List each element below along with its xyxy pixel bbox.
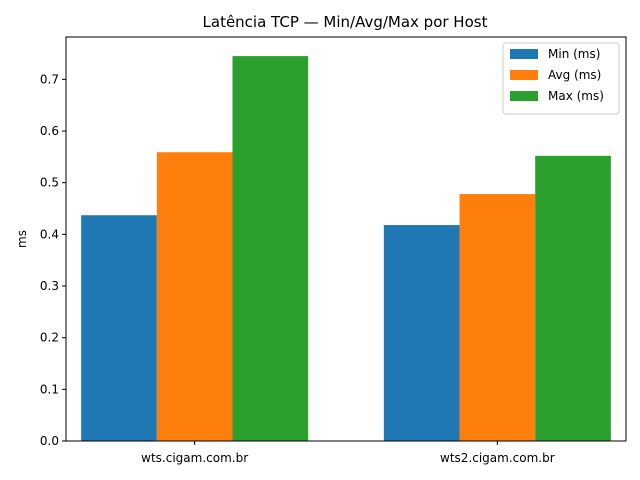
- x-tick-label: wts2.cigam.com.br: [440, 451, 555, 465]
- y-tick-label: 0.4: [40, 227, 59, 241]
- legend-label: Avg (ms): [548, 68, 601, 82]
- legend-swatch: [510, 91, 538, 101]
- y-tick-label: 0.6: [40, 124, 59, 138]
- y-tick-label: 0.2: [40, 331, 59, 345]
- x-tick-label: wts.cigam.com.br: [141, 451, 248, 465]
- bar-3-1: [232, 56, 309, 442]
- legend-swatch: [510, 70, 538, 80]
- y-tick-label: 0.5: [40, 176, 59, 190]
- bar-2-1: [156, 152, 233, 442]
- legend-label: Max (ms): [548, 89, 604, 103]
- x-axis-ticks: wts.cigam.com.br wts2.cigam.com.br: [141, 441, 555, 465]
- y-axis-ticks: 0.0 0.1 0.2 0.3 0.4 0.5 0.6 0.7: [40, 72, 66, 448]
- y-tick-label: 0.0: [40, 434, 59, 448]
- y-tick-label: 0.3: [40, 279, 59, 293]
- bars-group: [81, 56, 611, 442]
- bar-1-2: [383, 225, 460, 441]
- bar-3-2: [535, 155, 611, 441]
- bar-2-2: [459, 194, 536, 441]
- legend-swatch: [510, 49, 538, 59]
- chart-title: Latência TCP — Min/Avg/Max por Host: [203, 13, 488, 31]
- y-tick-label: 0.1: [40, 382, 59, 396]
- plot-frame: [65, 36, 627, 442]
- y-axis-label: ms: [15, 230, 29, 248]
- legend-label: Min (ms): [548, 47, 600, 61]
- bar-1-1: [81, 215, 157, 441]
- legend: Min (ms) Avg (ms) Max (ms): [502, 42, 620, 115]
- y-tick-label: 0.7: [40, 72, 59, 86]
